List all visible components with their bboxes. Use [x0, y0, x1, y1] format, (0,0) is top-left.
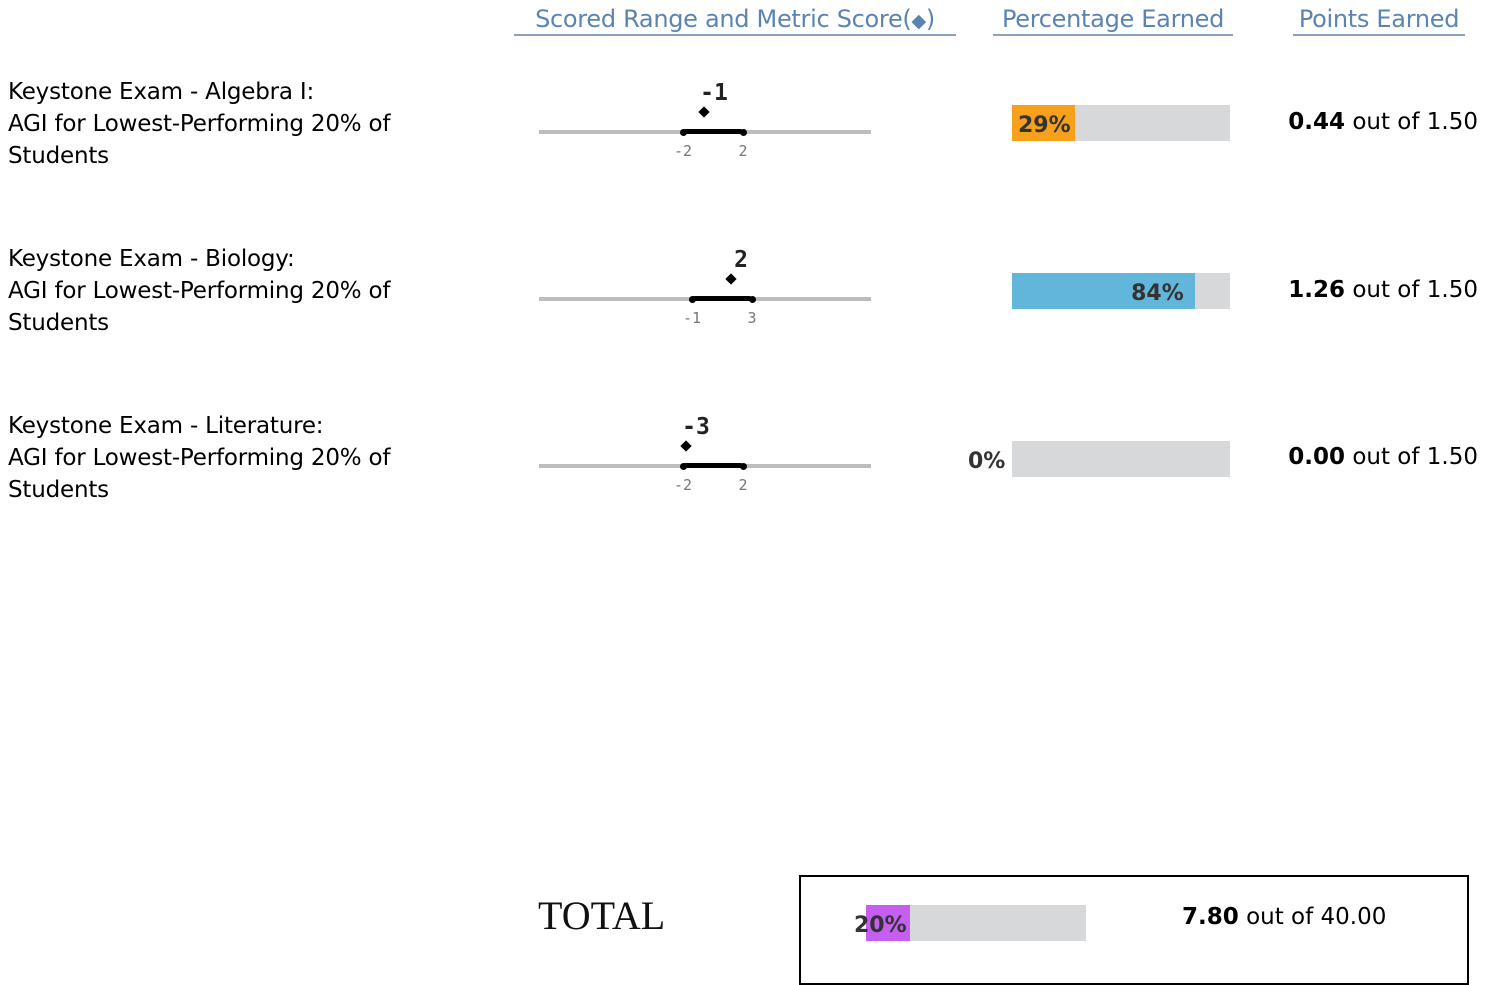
points-out-of: out of [1352, 277, 1420, 303]
header-paren-open: ( [902, 5, 912, 33]
metric-label: Keystone Exam - Biology: AGI for Lowest-… [8, 243, 448, 339]
metric-label-line2: AGI for Lowest-Performing 20% of [8, 278, 391, 304]
percent-bar: 84% [1012, 273, 1230, 309]
points-earned-value: 1.26 [1288, 277, 1345, 303]
range-low-dot [680, 129, 687, 136]
range-low-dot [689, 296, 696, 303]
metric-label-line3: Students [8, 477, 109, 503]
range-segment [683, 129, 743, 134]
range-segment [683, 463, 743, 468]
header-paren-close: ) [925, 5, 935, 33]
range-chart: -1 -2 2 [539, 80, 871, 160]
points-out-of: out of [1352, 109, 1420, 135]
percent-bar: 0% [968, 441, 1230, 477]
metric-label-line3: Students [8, 143, 109, 169]
percent-label: 0% [968, 449, 1006, 474]
diamond-icon: ◆ [911, 10, 927, 32]
metric-label-line2: AGI for Lowest-Performing 20% of [8, 111, 391, 137]
percent-label: 29% [1018, 113, 1071, 138]
points-earned-value: 0.44 [1288, 109, 1345, 135]
points-max: 1.50 [1426, 109, 1478, 135]
range-high-dot [749, 296, 756, 303]
points-earned: 1.26 out of 1.50 [1288, 277, 1478, 303]
header-points-earned: Points Earned [1293, 4, 1465, 36]
total-points-earned: 7.80 out of 40.00 [1182, 904, 1386, 930]
total-percent-bar [866, 905, 1086, 941]
points-earned: 0.44 out of 1.50 [1288, 109, 1478, 135]
score-diamond-icon [725, 273, 737, 285]
metric-label-line3: Students [8, 310, 109, 336]
score-diamond-icon [680, 440, 692, 452]
range-low-label: -1 [682, 309, 702, 327]
metric-label-line1: Keystone Exam - Algebra I: [8, 79, 315, 105]
metric-label: Keystone Exam - Literature: AGI for Lowe… [8, 410, 448, 506]
points-out-of: out of [1352, 444, 1420, 470]
range-segment [692, 296, 752, 301]
metric-score: -3 [682, 414, 710, 440]
metric-label-line2: AGI for Lowest-Performing 20% of [8, 445, 391, 471]
percent-bar: 29% [1012, 105, 1230, 141]
percent-bar-fill [1012, 273, 1196, 309]
range-high-label: 3 [747, 309, 757, 327]
total-percent-bar-fill [866, 905, 910, 941]
range-high-dot [740, 129, 747, 136]
metric-score: -1 [700, 80, 728, 106]
header-scored-range: Scored Range and Metric Score(◆) [514, 4, 956, 36]
range-low-dot [680, 463, 687, 470]
points-max: 1.50 [1426, 444, 1478, 470]
metric-label-line1: Keystone Exam - Biology: [8, 246, 295, 272]
total-percent-label: 20% [854, 913, 907, 938]
points-earned-value: 0.00 [1288, 444, 1345, 470]
metric-label-line1: Keystone Exam - Literature: [8, 413, 324, 439]
range-high-label: 2 [738, 476, 748, 494]
range-chart: -3 -2 2 [539, 414, 871, 494]
header-scored-range-label: Scored Range and Metric Score [535, 5, 903, 33]
total-points-max: 40.00 [1320, 904, 1387, 930]
metric-score: 2 [734, 247, 748, 273]
range-high-label: 2 [738, 142, 748, 160]
points-earned: 0.00 out of 1.50 [1288, 444, 1478, 470]
percent-bar-fill [1012, 105, 1076, 141]
range-low-label: -2 [673, 476, 693, 494]
total-label: TOTAL [538, 893, 666, 938]
range-low-label: -2 [673, 142, 693, 160]
points-max: 1.50 [1426, 277, 1478, 303]
percent-label: 84% [1131, 281, 1184, 306]
total-points-earned-value: 7.80 [1182, 904, 1239, 930]
header-percentage-earned: Percentage Earned [993, 4, 1233, 36]
metric-label: Keystone Exam - Algebra I: AGI for Lowes… [8, 76, 448, 172]
range-chart: 2 -1 3 [539, 247, 871, 327]
total-points-out-of: out of [1246, 904, 1314, 930]
score-diamond-icon [698, 106, 710, 118]
range-high-dot [740, 463, 747, 470]
